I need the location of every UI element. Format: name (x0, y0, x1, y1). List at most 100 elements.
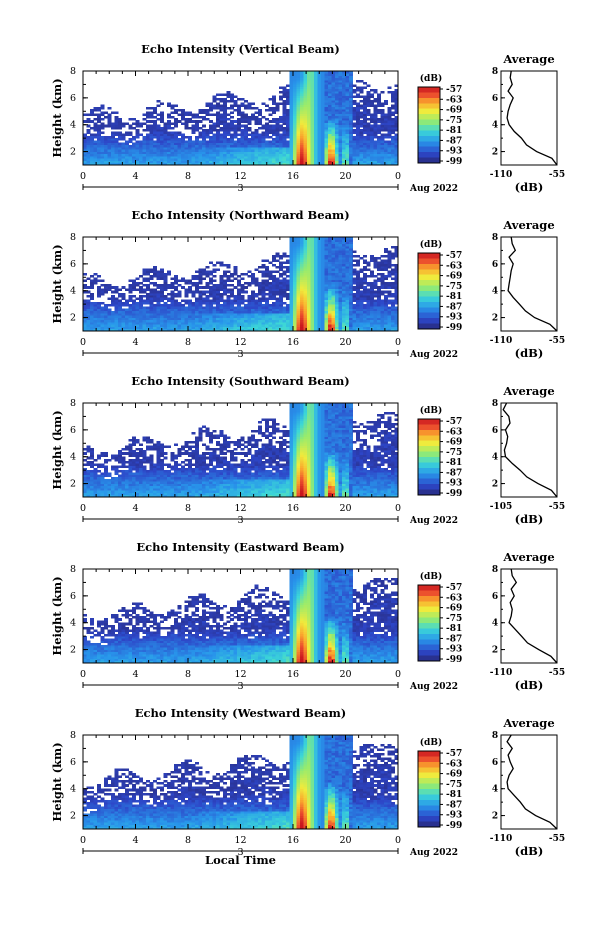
y-tick-label: 4 (70, 452, 76, 463)
colorbar-swatch (418, 446, 440, 452)
avg-y-tick-label: 2 (492, 646, 498, 656)
avg-y-tick-label: 8 (492, 399, 498, 409)
x-tick-label: 8 (185, 503, 191, 514)
avg-y-tick-label: 2 (492, 812, 498, 822)
colorbar-label: (dB) (420, 737, 442, 748)
colorbar-tick-label: -57 (446, 417, 462, 427)
colorbar-swatch (418, 258, 440, 265)
avg-x-axis-label: (dB) (515, 512, 544, 526)
colorbar-swatch (418, 323, 440, 330)
avg-x-tick-label: -110 (490, 668, 513, 678)
colorbar-swatch (418, 125, 440, 131)
avg-x-axis-label: (dB) (515, 180, 544, 194)
colorbar-swatch (418, 451, 440, 458)
colorbar-swatch (418, 655, 440, 662)
x-tick-label: 12 (234, 669, 246, 680)
colorbar-swatch (418, 633, 440, 640)
y-tick-label: 8 (70, 398, 76, 409)
y-axis-label: Height (km) (50, 78, 64, 157)
panel-title: Echo Intensity (Eastward Beam) (136, 540, 344, 554)
colorbar-tick-label: -87 (446, 634, 462, 644)
colorbar-tick-label: -81 (446, 458, 462, 468)
avg-frame (500, 236, 558, 332)
colorbar-tick-label: -93 (446, 811, 462, 821)
colorbar-swatch (418, 484, 440, 490)
colorbar-swatch (418, 424, 440, 431)
colorbar (418, 253, 440, 330)
colorbar-swatch (418, 269, 440, 276)
x-tick-label: 0 (395, 171, 401, 182)
colorbar-swatch (418, 650, 440, 656)
x-tick-label: 16 (287, 503, 299, 514)
avg-x-tick-label: -55 (549, 502, 565, 512)
colorbar-tick-label: -99 (446, 323, 462, 333)
x-tick-label: 16 (287, 337, 299, 348)
colorbar-swatch (418, 810, 440, 817)
date-label: Aug 2022 (409, 516, 458, 526)
x-tick-label: 0 (395, 669, 401, 680)
avg-profile-line (507, 236, 558, 332)
colorbar-tick-label: -87 (446, 136, 462, 146)
date-label: Aug 2022 (409, 184, 458, 194)
x-axis-label: Local Time (205, 853, 276, 867)
colorbar-swatch (418, 318, 440, 324)
colorbar-swatch (418, 457, 440, 463)
x-tick-label: 4 (132, 503, 138, 514)
y-tick-label: 2 (70, 645, 76, 656)
panel-4: Echo Intensity (Eastward Beam) 2 4 6 8 Height… (50, 540, 565, 692)
colorbar-swatch (418, 756, 440, 763)
y-axis-label: Height (km) (50, 742, 64, 821)
x-tick-label: 0 (80, 337, 86, 348)
colorbar-swatch (418, 590, 440, 597)
colorbar-swatch (418, 761, 440, 768)
colorbar-tick-label: -69 (446, 106, 462, 116)
colorbar-tick-label: -99 (446, 157, 462, 167)
colorbar-swatch (418, 97, 440, 104)
y-tick-label: 2 (70, 147, 76, 158)
x-tick-label: 4 (132, 337, 138, 348)
avg-y-tick-label: 8 (492, 233, 498, 243)
colorbar-swatch (418, 467, 440, 474)
colorbar-swatch (418, 805, 440, 812)
colorbar-tick-label: -63 (446, 593, 462, 603)
colorbar-swatch (418, 141, 440, 148)
avg-y-tick-label: 6 (492, 592, 498, 602)
x-tick-label: 12 (234, 171, 246, 182)
colorbar-swatch (418, 146, 440, 153)
avg-frame (500, 70, 558, 166)
x-tick-label: 0 (395, 835, 401, 846)
avg-y-tick-label: 2 (492, 480, 498, 490)
avg-x-tick-label: -105 (490, 502, 513, 512)
colorbar-swatch (418, 108, 440, 115)
colorbar-tick-label: -63 (446, 759, 462, 769)
colorbar-tick-label: -69 (446, 604, 462, 614)
avg-y-tick-label: 6 (492, 260, 498, 270)
colorbar-tick-label: -57 (446, 85, 462, 95)
colorbar-frame (417, 86, 441, 164)
x-tick-label: 20 (339, 337, 351, 348)
x-tick-label: 20 (339, 835, 351, 846)
y-tick-label: 2 (70, 479, 76, 490)
colorbar-swatch (418, 307, 440, 314)
x-tick-label: 0 (80, 669, 86, 680)
avg-title: Average (502, 550, 554, 564)
colorbar-tick-label: -87 (446, 800, 462, 810)
avg-title: Average (502, 218, 554, 232)
colorbar-swatch (418, 623, 440, 629)
x-tick-label: 4 (132, 669, 138, 680)
colorbar-tick-label: -99 (446, 655, 462, 665)
avg-x-axis-label: (dB) (515, 844, 544, 858)
colorbar-swatch (418, 285, 440, 292)
x-tick-label: 0 (80, 835, 86, 846)
colorbar-swatch (418, 301, 440, 308)
colorbar-tick-label: -57 (446, 251, 462, 261)
day-label: 3 (237, 681, 243, 692)
colorbar-tick-label: -81 (446, 790, 462, 800)
avg-x-tick-label: -110 (490, 170, 513, 180)
day-label: 3 (237, 515, 243, 526)
colorbar-swatch (418, 639, 440, 646)
avg-y-tick-label: 4 (492, 619, 498, 629)
colorbar-swatch (418, 419, 440, 425)
colorbar-tick-label: -81 (446, 126, 462, 136)
panel-title: Echo Intensity (Vertical Beam) (141, 42, 340, 56)
